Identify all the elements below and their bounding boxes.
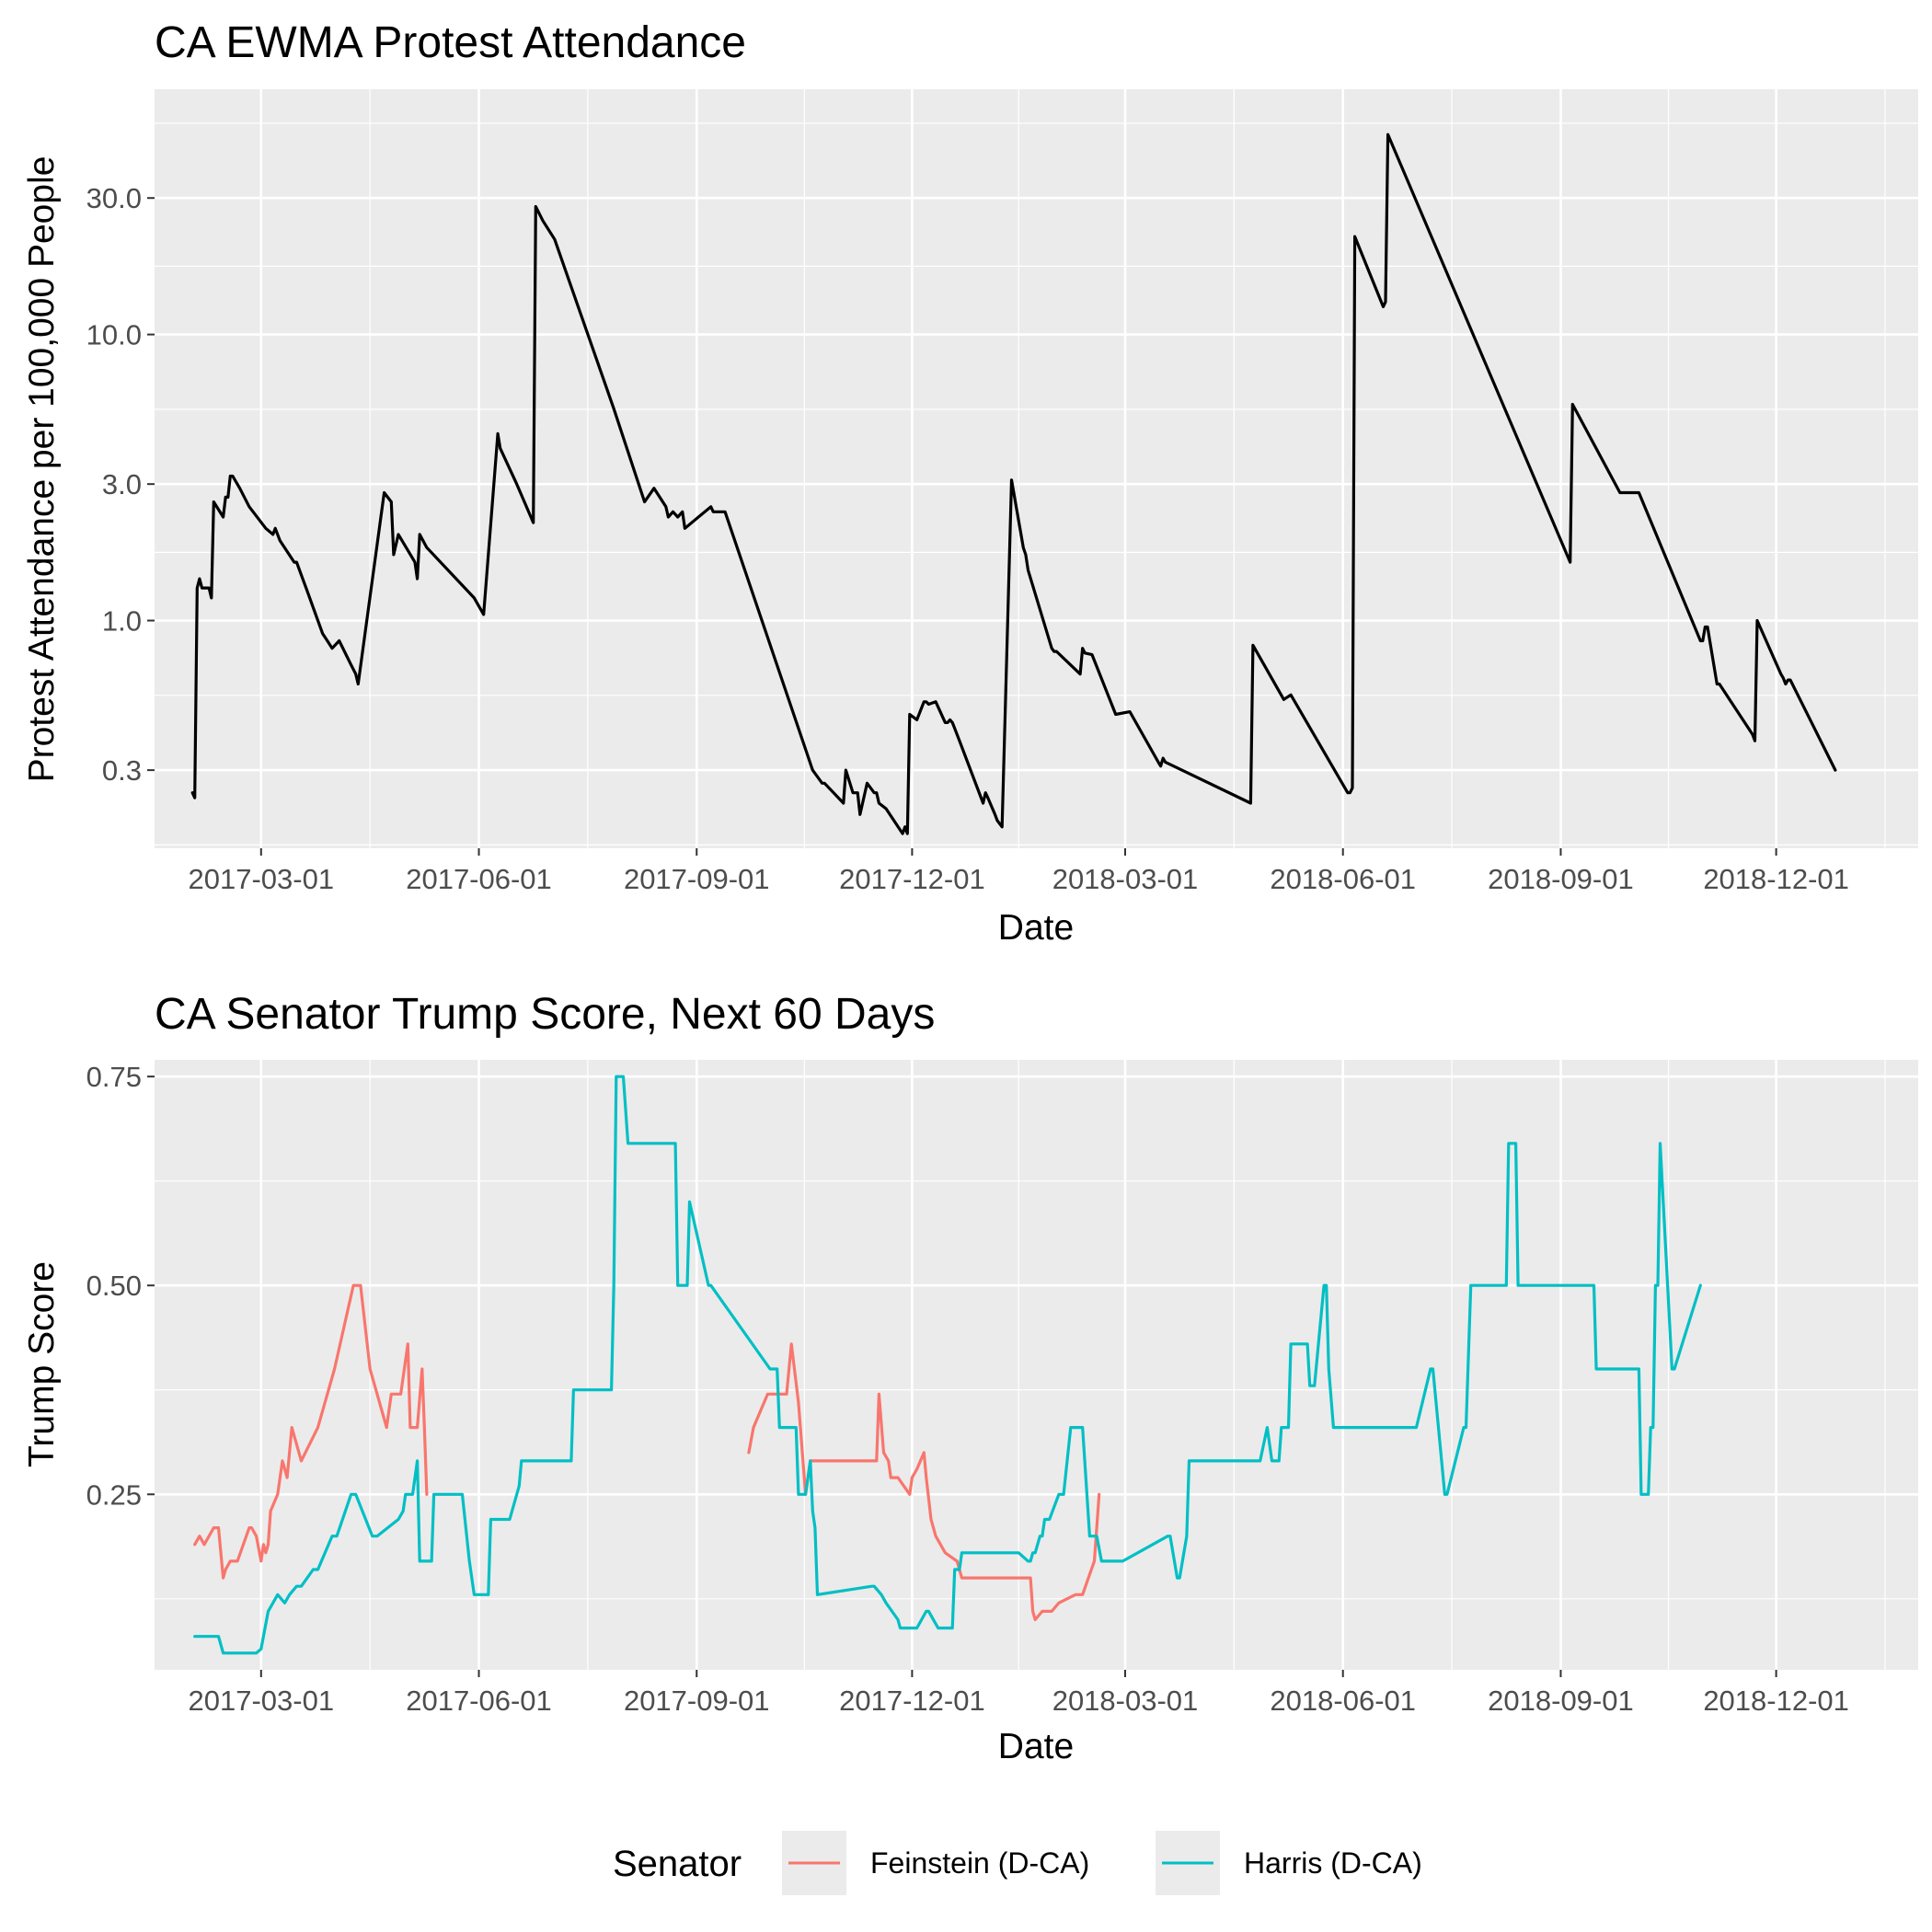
chart-title: CA EWMA Protest Attendance: [155, 18, 746, 67]
x-tick-label: 2017-12-01: [839, 863, 985, 895]
x-tick-label: 2017-03-01: [189, 1685, 335, 1717]
x-tick-label: 2017-06-01: [406, 1685, 552, 1717]
y-tick-label: 0.25: [86, 1478, 142, 1511]
gridlines: [155, 89, 1918, 848]
y-tick-label: 30.0: [86, 182, 142, 214]
x-tick-label: 2017-03-01: [189, 863, 335, 895]
legend-label: Feinstein (D-CA): [870, 1846, 1089, 1880]
x-tick-label: 2018-12-01: [1703, 1685, 1849, 1717]
plot-background: [155, 89, 1918, 848]
x-axis-title: Date: [998, 908, 1074, 948]
legend-item-harris: Harris (D-CA): [1156, 1831, 1422, 1895]
protest-attendance-panel: CA EWMA Protest Attendance 0.3 1.0 3.0 10.0…: [22, 18, 1918, 948]
x-tick-label: 2018-09-01: [1488, 863, 1634, 895]
y-axis: 0.3 1.0 3.0 10.0 30.0: [86, 182, 155, 787]
x-tick-label: 2018-12-01: [1703, 863, 1849, 895]
y-tick-label: 10.0: [86, 319, 142, 351]
y-tick-label: 0.75: [86, 1061, 142, 1093]
legend: Senator Feinstein (D-CA) Harris (D-CA): [613, 1831, 1422, 1895]
y-tick-label: 1.0: [102, 605, 142, 638]
x-tick-label: 2017-12-01: [839, 1685, 985, 1717]
trump-score-panel: CA Senator Trump Score, Next 60 Days 0.2…: [22, 990, 1918, 1766]
x-tick-label: 2018-03-01: [1052, 1685, 1199, 1717]
x-tick-label: 2018-06-01: [1270, 1685, 1416, 1717]
x-axis-title: Date: [998, 1727, 1074, 1766]
x-tick-label: 2018-09-01: [1488, 1685, 1634, 1717]
x-tick-label: 2017-06-01: [406, 863, 552, 895]
series-line-feinstein: [747, 1342, 1101, 1622]
legend-title: Senator: [613, 1844, 742, 1884]
y-axis: 0.25 0.50 0.75: [86, 1061, 155, 1511]
x-axis: 2017-03-01 2017-06-01 2017-09-01 2017-12-01…: [189, 1670, 1849, 1717]
x-tick-label: 2017-09-01: [624, 863, 770, 895]
x-tick-label: 2018-03-01: [1052, 863, 1199, 895]
legend-item-feinstein: Feinstein (D-CA): [782, 1831, 1089, 1895]
x-tick-label: 2017-09-01: [624, 1685, 770, 1717]
plot-background: [155, 1060, 1918, 1670]
series-line-feinstein: [193, 1283, 429, 1580]
y-tick-label: 0.3: [102, 754, 142, 787]
y-axis-title: Trump Score: [22, 1261, 62, 1467]
legend-label: Harris (D-CA): [1244, 1846, 1422, 1880]
series-layer: [190, 132, 1837, 835]
x-tick-label: 2018-06-01: [1270, 863, 1416, 895]
series-line: [190, 132, 1837, 835]
y-axis-title: Protest Attendance per 100,000 People: [22, 156, 62, 783]
chart-title: CA Senator Trump Score, Next 60 Days: [155, 990, 935, 1039]
x-axis: 2017-03-01 2017-06-01 2017-09-01 2017-12-01…: [189, 848, 1849, 895]
series-layer: [193, 1075, 1702, 1655]
series-line-harris: [193, 1075, 1702, 1655]
y-tick-label: 0.50: [86, 1270, 142, 1302]
y-tick-label: 3.0: [102, 468, 142, 500]
